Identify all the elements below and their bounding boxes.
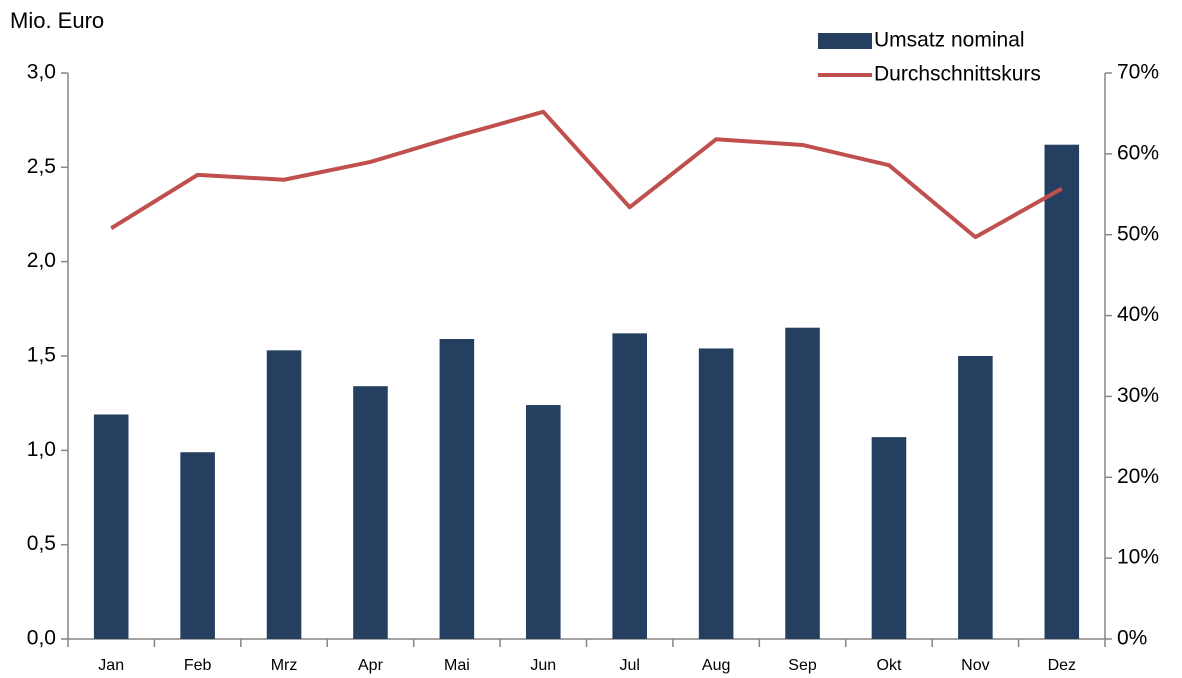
- legend-swatch: [818, 33, 872, 49]
- legend-label: Umsatz nominal: [874, 29, 1025, 52]
- bar: [180, 452, 215, 639]
- y-tick-label: 2,0: [27, 249, 56, 272]
- x-tick-label: Dez: [1048, 657, 1076, 674]
- bar: [353, 386, 388, 639]
- x-tick-label: Mai: [444, 657, 470, 674]
- bar: [871, 437, 907, 639]
- bar: [1044, 144, 1080, 639]
- x-tick-label: Jan: [98, 657, 124, 674]
- x-tick-label: Nov: [961, 657, 989, 674]
- bar: [526, 405, 561, 639]
- x-tick-label: Jul: [619, 657, 639, 674]
- bar: [958, 356, 993, 639]
- y-tick-label: 1,5: [27, 344, 56, 367]
- bar: [439, 339, 475, 639]
- x-tick-label: Okt: [877, 657, 902, 674]
- y-axis-label: Mio. Euro: [10, 8, 104, 33]
- y2-tick-label: 10%: [1117, 546, 1159, 569]
- y2-tick-label: 0%: [1117, 627, 1147, 650]
- y2-tick-label: 50%: [1117, 222, 1159, 245]
- y-tick-label: 2,5: [27, 155, 56, 178]
- bar: [93, 414, 129, 639]
- x-tick-label: Sep: [788, 657, 817, 674]
- y-tick-label: 3,0: [27, 61, 56, 84]
- y2-tick-label: 30%: [1117, 384, 1159, 407]
- y-tick-label: 1,0: [27, 438, 56, 461]
- x-tick-label: Feb: [184, 657, 212, 674]
- bar: [612, 333, 647, 639]
- y2-tick-label: 40%: [1117, 303, 1159, 326]
- x-tick-label: Jun: [530, 657, 556, 674]
- x-tick-label: Aug: [702, 657, 730, 674]
- y-tick-label: 0,5: [27, 532, 56, 555]
- bar: [785, 327, 820, 639]
- bar: [266, 350, 302, 639]
- y2-tick-label: 20%: [1117, 465, 1159, 488]
- x-tick-label: Mrz: [271, 657, 298, 674]
- line: [110, 109, 1063, 240]
- y2-tick-label: 60%: [1117, 141, 1159, 164]
- y2-tick-label: 70%: [1117, 61, 1159, 84]
- x-tick-label: Apr: [358, 657, 384, 674]
- legend-label: Durchschnittskurs: [874, 63, 1041, 86]
- y-tick-label: 0,0: [27, 627, 56, 650]
- bar: [698, 348, 734, 639]
